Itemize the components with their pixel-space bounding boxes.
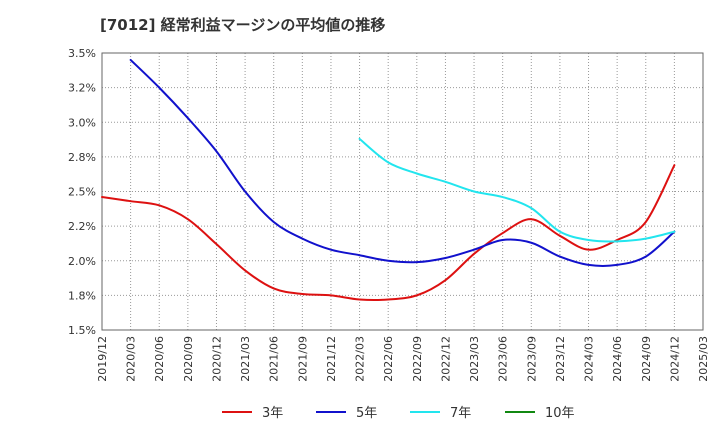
y-tick-label: 3.0% [68,116,96,129]
x-tick-label: 2023/03 [468,336,481,382]
x-tick-label: 2024/09 [640,336,653,382]
chart-title: [7012] 経常利益マージンの平均値の推移 [100,16,386,34]
x-tick-label: 2023/12 [554,336,567,382]
series-line-1 [101,164,676,302]
y-tick-label: 2.5% [68,186,96,199]
y-tick-label: 2.0% [68,255,96,268]
y-tick-label: 3.5% [68,47,96,60]
x-tick-label: 2025/03 [697,336,710,382]
legend-label-4: 10年 [545,406,575,421]
x-tick-label: 2022/06 [382,336,395,382]
x-tick-label: 2023/09 [525,336,538,382]
x-tick-label: 2020/09 [182,336,195,382]
y-tick-label: 1.8% [68,289,96,302]
x-tick-label: 2022/03 [354,336,367,382]
x-tick-label: 2024/03 [583,336,596,382]
legend-label-1: 3年 [262,406,283,421]
x-tick-label: 2019/12 [96,336,109,382]
x-tick-label: 2022/12 [439,336,452,382]
x-tick-label: 2021/09 [296,336,309,382]
x-tick-label: 2024/06 [611,336,624,382]
plot-frame [101,52,704,331]
y-tick-label: 3.2% [68,82,96,95]
x-tick-label: 2021/03 [239,336,252,382]
y-tick-label: 2.2% [68,220,96,233]
x-tick-label: 2020/12 [210,336,223,382]
x-tick-label: 2024/12 [668,336,681,382]
y-tick-label: 2.8% [68,151,96,164]
x-tick-label: 2021/06 [268,336,281,382]
series-line-3 [358,137,676,243]
y-tick-label: 1.5% [68,324,96,337]
legend-label-2: 5年 [356,406,377,421]
x-tick-label: 2023/06 [497,336,510,382]
x-tick-label: 2021/12 [325,336,338,382]
x-tick-label: 2020/06 [153,336,166,382]
x-tick-label: 2020/03 [125,336,138,382]
series-line-2 [129,58,676,267]
x-tick-label: 2022/09 [411,336,424,382]
legend-label-3: 7年 [450,406,471,421]
